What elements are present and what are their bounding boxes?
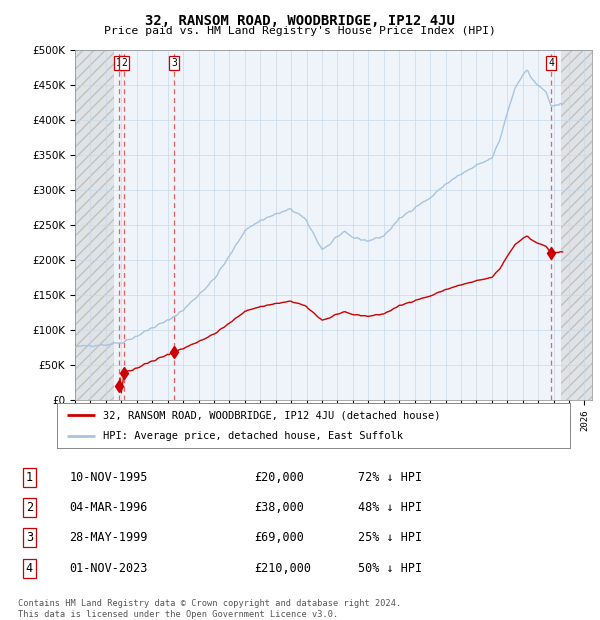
Text: 4: 4 (26, 562, 33, 575)
Text: 01-NOV-2023: 01-NOV-2023 (70, 562, 148, 575)
Text: 1: 1 (116, 58, 122, 68)
Text: 50% ↓ HPI: 50% ↓ HPI (358, 562, 422, 575)
Text: HPI: Average price, detached house, East Suffolk: HPI: Average price, detached house, East… (103, 432, 403, 441)
Text: 2: 2 (121, 58, 127, 68)
Text: 3: 3 (26, 531, 33, 544)
Text: 10-NOV-1995: 10-NOV-1995 (70, 471, 148, 484)
Bar (75, 50, 113, 400)
Text: Contains HM Land Registry data © Crown copyright and database right 2024.
This d: Contains HM Land Registry data © Crown c… (18, 600, 401, 619)
Text: 04-MAR-1996: 04-MAR-1996 (70, 501, 148, 513)
Text: £69,000: £69,000 (254, 531, 304, 544)
Text: 72% ↓ HPI: 72% ↓ HPI (358, 471, 422, 484)
Text: 2: 2 (26, 501, 33, 513)
Text: 32, RANSOM ROAD, WOODBRIDGE, IP12 4JU (detached house): 32, RANSOM ROAD, WOODBRIDGE, IP12 4JU (d… (103, 410, 440, 420)
Bar (562, 50, 592, 400)
Text: 25% ↓ HPI: 25% ↓ HPI (358, 531, 422, 544)
Text: 28-MAY-1999: 28-MAY-1999 (70, 531, 148, 544)
Text: £20,000: £20,000 (254, 471, 304, 484)
Text: 32, RANSOM ROAD, WOODBRIDGE, IP12 4JU: 32, RANSOM ROAD, WOODBRIDGE, IP12 4JU (145, 14, 455, 28)
Text: 4: 4 (548, 58, 554, 68)
Text: 1: 1 (26, 471, 33, 484)
Text: 3: 3 (171, 58, 177, 68)
Text: 48% ↓ HPI: 48% ↓ HPI (358, 501, 422, 513)
Text: £210,000: £210,000 (254, 562, 311, 575)
Text: Price paid vs. HM Land Registry's House Price Index (HPI): Price paid vs. HM Land Registry's House … (104, 26, 496, 36)
Text: £38,000: £38,000 (254, 501, 304, 513)
